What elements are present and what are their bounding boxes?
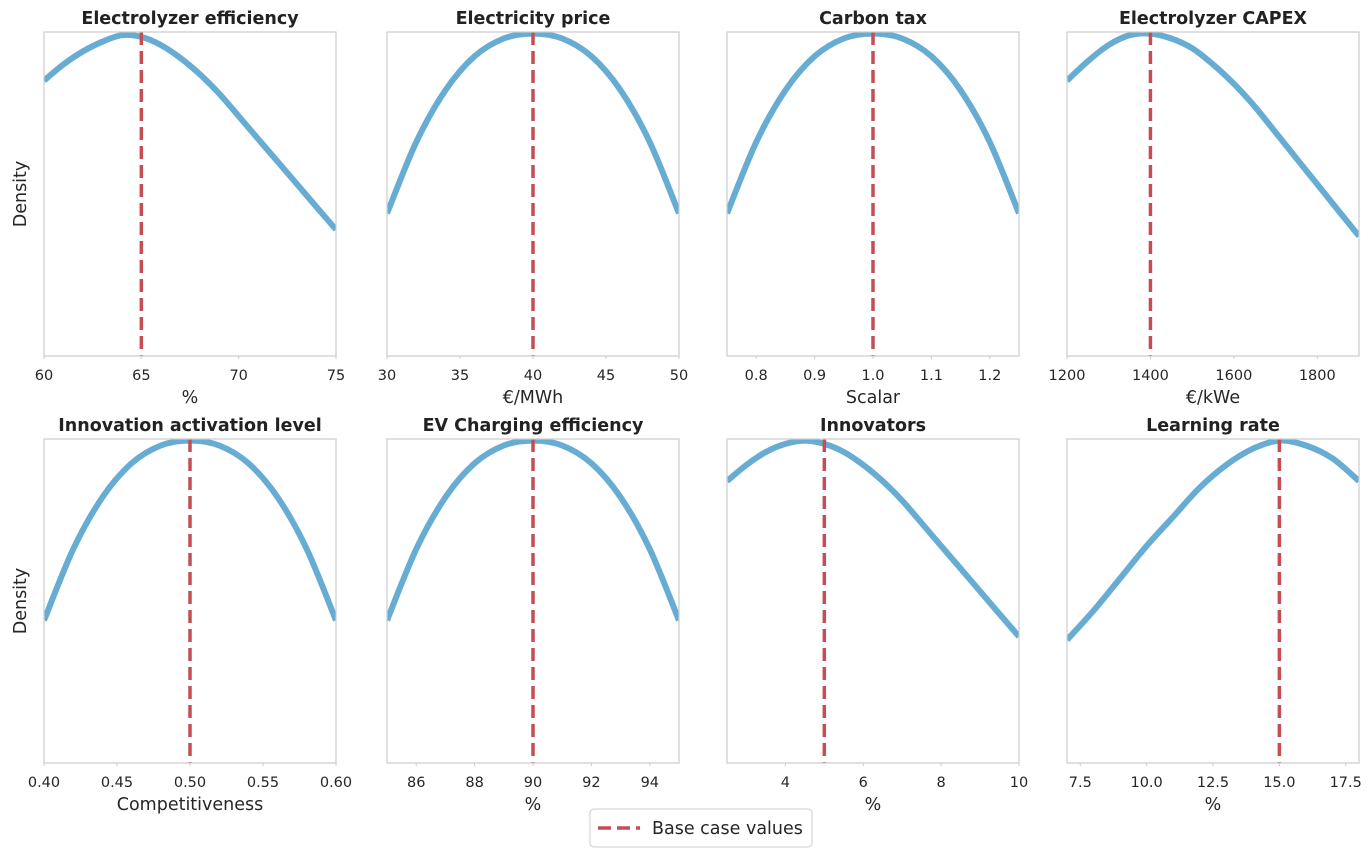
x-tick-label: 70 <box>229 368 247 384</box>
subplot-title: Carbon tax <box>819 9 928 29</box>
x-axis-label: Competitiveness <box>117 795 264 815</box>
subplot-carbon-tax: Carbon tax 0.8 0.9 1.0 1.1 1.2 Scalar <box>726 9 1020 408</box>
x-tick-label: 12.5 <box>1197 775 1229 791</box>
density-curve <box>44 32 336 232</box>
subplot-title: Innovation activation level <box>58 416 321 436</box>
x-tick-label: 0.9 <box>803 368 826 384</box>
x-tick-label: 1.0 <box>861 368 884 384</box>
x-tick-label: 0.40 <box>28 775 60 791</box>
plot-frame <box>1066 438 1360 764</box>
density-curve <box>1067 439 1359 642</box>
subplot-innovation-activation-level: Innovation activation level 0.40 0.45 0.50 0… <box>11 416 352 815</box>
x-tick-label: 0.50 <box>174 775 206 791</box>
subplot-title: Electrolyzer efficiency <box>81 9 299 29</box>
x-axis-label: €/MWh <box>503 388 564 408</box>
x-tick-label: 1200 <box>1049 368 1086 384</box>
x-tick-label: 1400 <box>1132 368 1169 384</box>
x-axis-label: €/kWe <box>1186 388 1240 408</box>
x-tick-label: 17.5 <box>1330 775 1362 791</box>
x-tick-label: 60 <box>35 368 53 384</box>
subplot-title: Electricity price <box>456 9 611 29</box>
x-tick-label: 50 <box>670 368 688 384</box>
x-tick-label: 1800 <box>1299 368 1336 384</box>
y-axis-label: Density <box>11 568 31 635</box>
x-tick-label: 6 <box>859 775 868 791</box>
x-tick-label: 0.60 <box>320 775 352 791</box>
legend: Base case values <box>589 808 813 848</box>
x-tick-label: 40 <box>524 368 542 384</box>
subplot-innovators: Innovators 4 6 8 10% <box>726 416 1028 815</box>
density-curve <box>1067 32 1359 238</box>
x-tick-label: 0.8 <box>745 368 768 384</box>
x-tick-label: 86 <box>407 775 425 791</box>
y-axis-label: Density <box>11 161 31 228</box>
plot-frame <box>43 31 337 357</box>
legend-box <box>589 808 813 848</box>
x-tick-label: 1.1 <box>920 368 943 384</box>
x-tick-label: 8 <box>937 775 946 791</box>
x-tick-label: 30 <box>378 368 396 384</box>
x-tick-label: 0.55 <box>247 775 279 791</box>
x-tick-label: 15.0 <box>1263 775 1295 791</box>
x-tick-label: 92 <box>582 775 600 791</box>
x-tick-label: 90 <box>524 775 542 791</box>
x-axis-label: % <box>1205 795 1222 815</box>
x-axis-label: Scalar <box>846 388 901 408</box>
subplot-electrolyzer-efficiency: Electrolyzer efficiency 60 65 70 75% Density <box>11 9 345 408</box>
density-curve <box>727 439 1019 639</box>
x-tick-label: 65 <box>132 368 150 384</box>
subplot-ev-charging-efficiency: EV Charging efficiency 86 88 90 92 94% <box>386 416 680 815</box>
subplot-learning-rate: Learning rate 7.5 10.0 12.5 15.0 17.5% <box>1066 416 1362 815</box>
x-axis-label: % <box>525 795 542 815</box>
x-axis-label: % <box>182 388 199 408</box>
legend-label: Base case values <box>652 819 803 839</box>
x-tick-label: 88 <box>465 775 483 791</box>
plot-frame <box>1066 31 1360 357</box>
x-tick-label: 1600 <box>1215 368 1252 384</box>
x-tick-label: 10 <box>1010 775 1028 791</box>
x-tick-label: 1.2 <box>978 368 1001 384</box>
subplot-title: Innovators <box>820 416 926 436</box>
subplot-title: EV Charging efficiency <box>423 416 644 436</box>
subplot-electricity-price: Electricity price 30 35 40 45 50 €/MWh <box>378 9 688 408</box>
plot-frame <box>726 438 1020 764</box>
x-tick-label: 75 <box>327 368 345 384</box>
x-tick-label: 94 <box>641 775 659 791</box>
subplot-electrolyzer-capex: Electrolyzer CAPEX 1200 1400 1600 1800 €/kWe <box>1049 9 1360 408</box>
x-axis-label: % <box>865 795 882 815</box>
subplot-title: Electrolyzer CAPEX <box>1119 9 1308 29</box>
x-tick-label: 45 <box>597 368 615 384</box>
x-tick-label: 4 <box>781 775 790 791</box>
x-tick-label: 35 <box>451 368 469 384</box>
subplot-title: Learning rate <box>1146 416 1280 436</box>
x-tick-label: 0.45 <box>101 775 133 791</box>
x-tick-label: 10.0 <box>1130 775 1162 791</box>
x-tick-label: 7.5 <box>1069 775 1092 791</box>
